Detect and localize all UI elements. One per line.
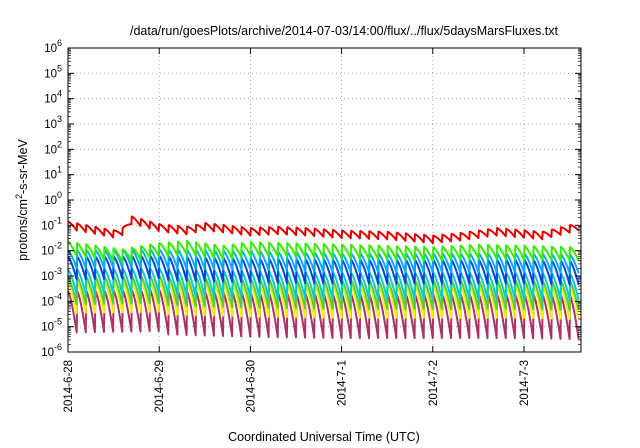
series-line — [68, 275, 580, 311]
y-tick-label: 105 — [44, 63, 62, 80]
chart-title: /data/run/goesPlots/archive/2014-07-03/1… — [130, 24, 559, 38]
series-line — [68, 288, 580, 341]
series-line — [68, 248, 580, 275]
series-lines — [68, 215, 580, 341]
series-line — [68, 239, 580, 264]
y-tick-label: 10-6 — [41, 342, 62, 359]
y-tick-label: 10-4 — [41, 291, 62, 308]
x-tick-label: 2014-7-1 — [337, 360, 349, 406]
y-tick-label: 10-5 — [41, 317, 62, 334]
series-line — [68, 280, 580, 320]
y-tick-label: 103 — [44, 114, 62, 131]
y-tick-label: 101 — [44, 165, 62, 182]
y-tick-label: 102 — [44, 139, 62, 156]
axis-ticks — [67, 47, 581, 353]
x-axis-label: Coordinated Universal Time (UTC) — [228, 430, 420, 444]
series-line — [68, 215, 580, 245]
y-tick-labels: 10-6 10-5 10-4 10-3 10-2 10-1 100 101 102 103 104 1… — [41, 38, 62, 359]
series-line — [68, 267, 580, 301]
x-tick-labels: 2014-6-28 2014-6-29 2014-6-30 2014-7-1 2014-… — [63, 360, 531, 412]
x-tick-label: 2014-6-28 — [63, 360, 75, 412]
x-tick-label: 2014-6-29 — [154, 360, 166, 412]
y-tick-label: 104 — [44, 89, 62, 106]
y-tick-label: 10-1 — [41, 215, 62, 232]
y-tick-label: 10-2 — [41, 241, 62, 258]
series-line — [68, 254, 580, 286]
y-tick-label: 100 — [44, 190, 62, 207]
x-tick-label: 2014-6-30 — [245, 360, 257, 412]
y-axis-label: protons/cm2-s-sr-MeV — [14, 138, 30, 260]
y-tick-label: 106 — [44, 38, 62, 55]
y-tick-label: 10-3 — [41, 266, 62, 283]
x-tick-label: 2014-7-2 — [428, 360, 440, 406]
x-tick-label: 2014-7-3 — [519, 360, 531, 406]
